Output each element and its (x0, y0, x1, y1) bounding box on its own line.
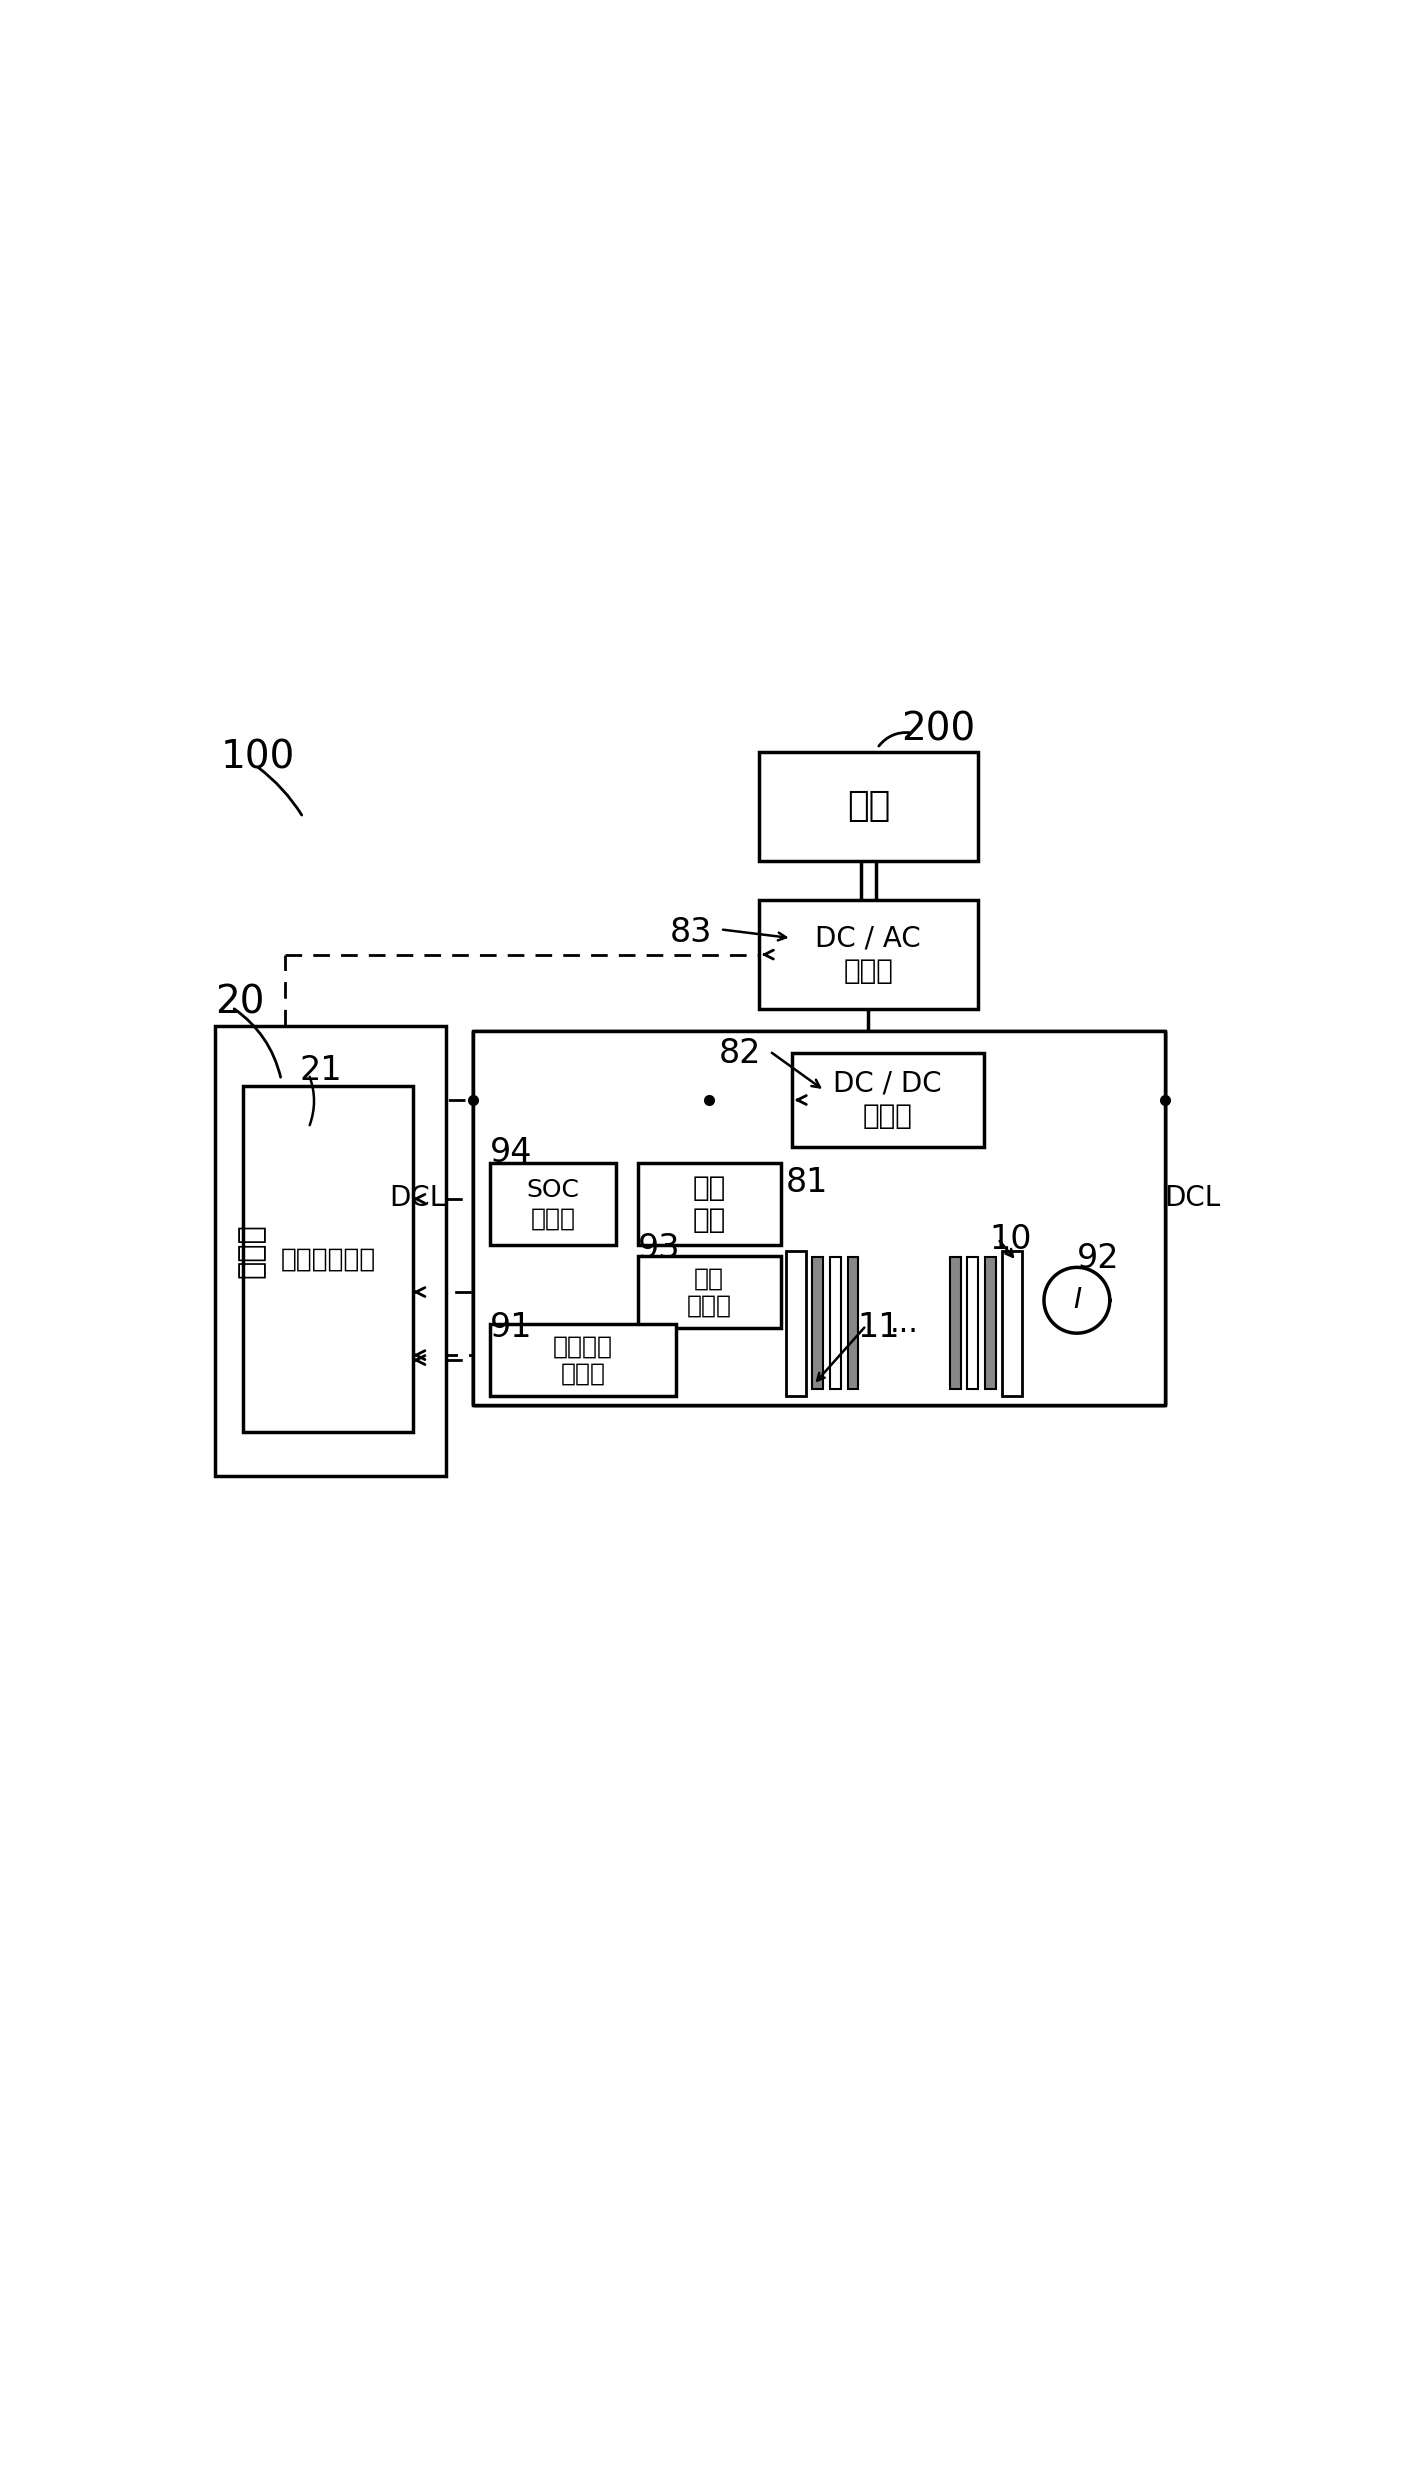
Text: DC / AC
逆变器: DC / AC 逆变器 (816, 924, 922, 986)
Text: DCL: DCL (389, 1184, 446, 1211)
Text: 阻抗
计测部: 阻抗 计测部 (687, 1266, 732, 1318)
FancyBboxPatch shape (637, 1164, 780, 1246)
Text: 83: 83 (670, 916, 712, 949)
Text: ...: ... (889, 1308, 919, 1338)
Text: DC / DC
转换器: DC / DC 转换器 (833, 1070, 942, 1130)
Text: 电机: 电机 (847, 790, 891, 822)
FancyBboxPatch shape (759, 751, 978, 862)
Text: 100: 100 (221, 738, 296, 775)
Bar (1003, 1251, 1022, 1395)
Text: 21: 21 (300, 1055, 343, 1087)
Text: I: I (1073, 1286, 1080, 1315)
Text: 91: 91 (490, 1310, 532, 1345)
Text: 81: 81 (786, 1167, 828, 1199)
FancyBboxPatch shape (792, 1053, 984, 1147)
Bar (950, 1258, 960, 1390)
Bar (848, 1258, 858, 1390)
Text: DCL: DCL (1164, 1184, 1221, 1211)
Text: 200: 200 (902, 711, 976, 748)
Text: 电池电压
计测部: 电池电压 计测部 (554, 1335, 613, 1387)
FancyBboxPatch shape (490, 1164, 616, 1246)
FancyBboxPatch shape (473, 1030, 1164, 1404)
Bar (984, 1258, 995, 1390)
FancyBboxPatch shape (759, 899, 978, 1011)
Bar (786, 1251, 806, 1395)
Bar (813, 1258, 823, 1390)
Text: SOC
检测部: SOC 检测部 (527, 1179, 579, 1231)
FancyBboxPatch shape (490, 1325, 677, 1395)
Text: 82: 82 (718, 1038, 760, 1070)
Text: 93: 93 (637, 1231, 681, 1266)
Text: 含水量推断部: 含水量推断部 (280, 1246, 375, 1273)
Text: 20: 20 (215, 983, 265, 1023)
Bar (967, 1258, 978, 1390)
Text: 10: 10 (988, 1224, 1032, 1256)
Bar (830, 1258, 841, 1390)
Text: 控制部: 控制部 (236, 1224, 266, 1278)
FancyBboxPatch shape (215, 1025, 446, 1476)
Text: 94: 94 (490, 1134, 532, 1169)
FancyBboxPatch shape (637, 1256, 780, 1328)
FancyBboxPatch shape (244, 1087, 413, 1432)
Text: 11: 11 (858, 1310, 901, 1345)
Text: 二次
电池: 二次 电池 (692, 1174, 726, 1234)
Text: 92: 92 (1076, 1241, 1120, 1276)
